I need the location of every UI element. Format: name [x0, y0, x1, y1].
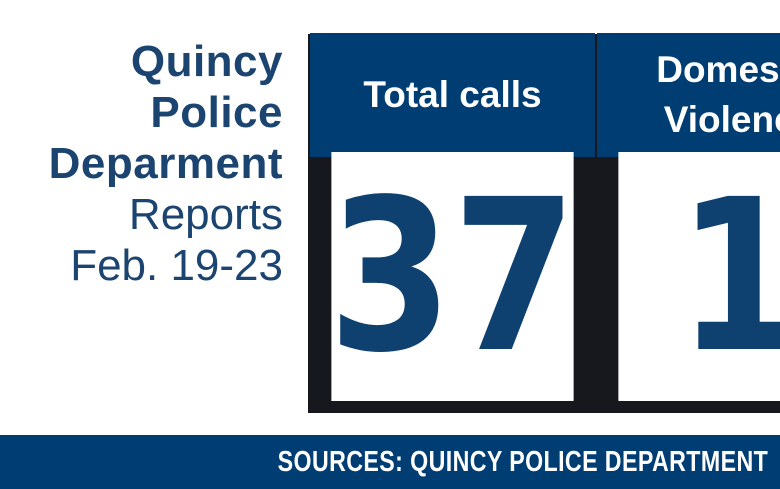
title-line-police: Police: [150, 88, 283, 137]
total-calls-value: 37: [328, 152, 577, 401]
total-calls-header-label: Total calls: [363, 74, 542, 115]
title-block: Quincy Police Deparment Reports Feb. 19-…: [0, 36, 283, 291]
title-line-reports: Reports: [128, 190, 283, 239]
domestic-violence-header-label: Domestic Violence: [656, 49, 780, 140]
title-line-dates: Feb. 19-23: [70, 241, 283, 290]
column-header-domestic-violence: Domestic Violence: [597, 33, 780, 157]
source-bar: SOURCES: QUINCY POLICE DEPARTMENT: [0, 435, 780, 489]
title-line-deparment: Deparment: [48, 139, 283, 188]
stats-table: Total calls Domestic Violence 37 1: [308, 33, 780, 413]
title-line-quincy: Quincy: [130, 37, 283, 86]
column-header-total-calls: Total calls: [310, 33, 595, 157]
sources-text: SOURCES: QUINCY POLICE DEPARTMENT: [277, 445, 768, 478]
domestic-violence-value: 1: [618, 152, 780, 401]
